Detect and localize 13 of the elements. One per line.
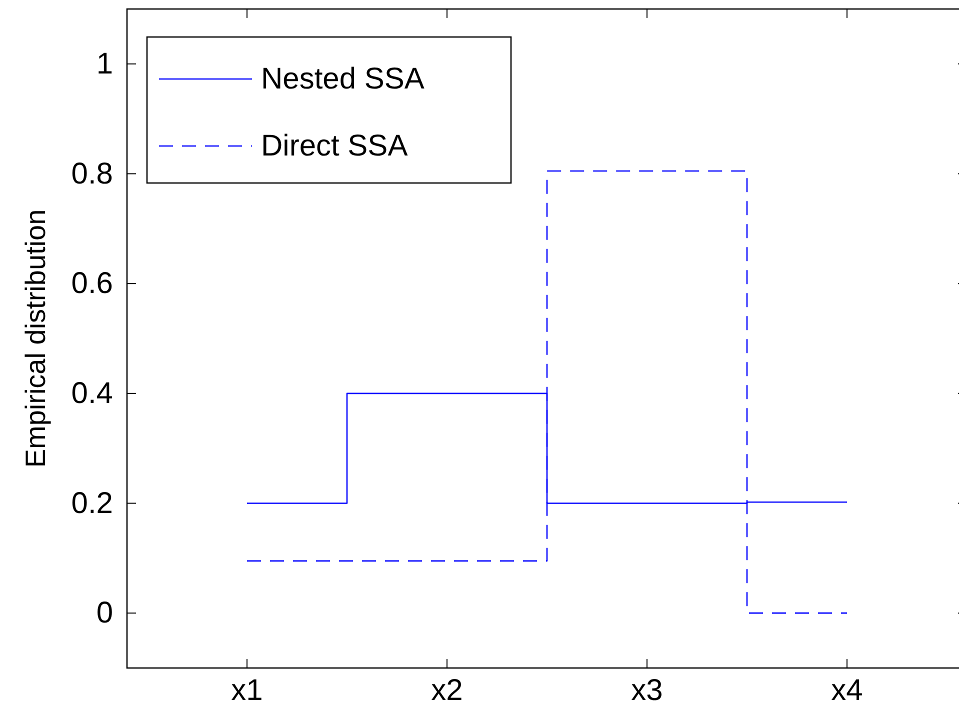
- x-tick-label: x3: [631, 674, 663, 707]
- y-axis-title: Empirical distribution: [20, 209, 51, 468]
- x-tick-label: x1: [231, 674, 263, 707]
- x-tick-label: x2: [431, 674, 463, 707]
- y-tick-label: 0.6: [71, 267, 113, 300]
- y-tick-label: 0: [96, 596, 113, 630]
- legend-label: Nested SSA: [261, 62, 424, 96]
- y-tick-label: 0.8: [71, 157, 113, 190]
- y-tick-label: 1: [96, 47, 113, 80]
- x-tick-label: x4: [831, 674, 863, 707]
- y-tick-label: 0.2: [71, 486, 113, 520]
- legend-label: Direct SSA: [261, 130, 408, 162]
- y-tick-label: 0.4: [71, 376, 113, 410]
